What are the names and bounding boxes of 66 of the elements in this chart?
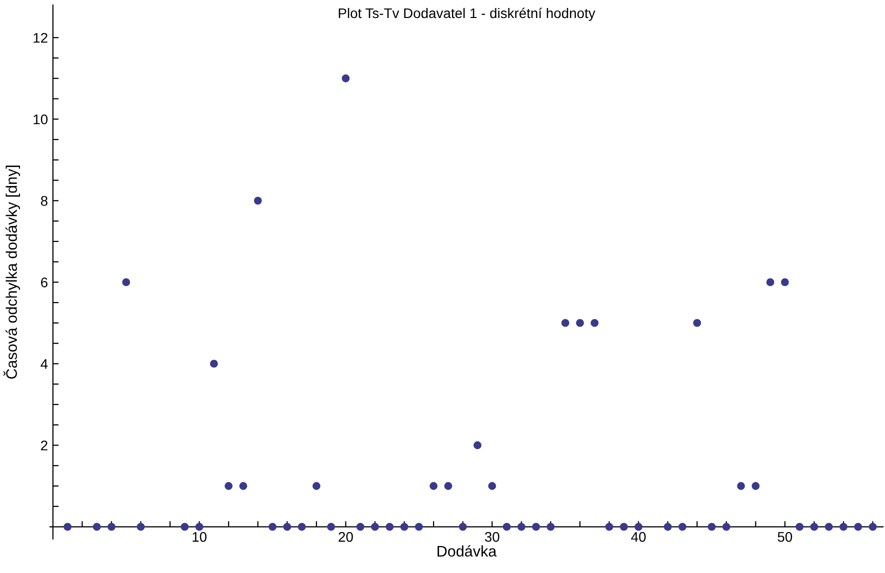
point — [195, 522, 204, 531]
y-tick-label: 8 — [40, 196, 48, 206]
point — [634, 522, 642, 531]
point — [561, 319, 570, 327]
chart-title: Plot Ts-Tv Dodavatel 1 - diskrétní hodnoty — [338, 8, 596, 21]
x-tick-label: 50 — [778, 532, 792, 542]
point — [780, 278, 789, 286]
point — [722, 522, 730, 531]
x-tick-label: 40 — [631, 532, 646, 542]
point — [532, 522, 540, 531]
point — [283, 522, 292, 531]
point — [678, 522, 686, 531]
point — [752, 482, 760, 490]
point — [108, 522, 116, 531]
point — [737, 482, 745, 490]
point — [458, 522, 467, 531]
point — [576, 319, 584, 327]
point — [430, 482, 438, 490]
point — [64, 522, 72, 531]
point — [327, 522, 336, 531]
point — [620, 522, 628, 531]
x-tick-label: 10 — [192, 532, 207, 542]
point — [708, 522, 716, 531]
x-tick-label: 30 — [484, 532, 500, 542]
x-axis-title: Dodávka — [438, 545, 497, 557]
point — [224, 482, 233, 490]
point — [356, 522, 364, 531]
point — [810, 522, 818, 531]
point — [605, 522, 614, 531]
point — [502, 522, 511, 531]
point — [854, 522, 862, 531]
point — [824, 522, 833, 531]
y-tick-label: 2 — [41, 440, 48, 450]
point — [342, 74, 350, 82]
point — [590, 319, 599, 327]
point — [210, 360, 218, 368]
point — [298, 522, 306, 531]
y-tick-label: 12 — [34, 32, 48, 43]
point — [796, 522, 804, 531]
point — [268, 522, 276, 531]
point — [122, 278, 130, 286]
point — [400, 522, 408, 531]
point — [488, 482, 496, 490]
point — [414, 522, 423, 531]
y-tick-label: 6 — [41, 278, 48, 288]
point — [444, 482, 452, 490]
point — [517, 522, 526, 531]
point — [766, 278, 774, 286]
point — [239, 482, 248, 490]
point — [546, 522, 555, 531]
point — [312, 482, 320, 490]
point — [254, 196, 262, 205]
y-axis-title: Časová odchylka dodávky [dny] — [3, 166, 20, 379]
point — [92, 522, 101, 531]
y-tick-label: 4 — [40, 359, 48, 369]
point — [136, 522, 145, 531]
point — [693, 319, 702, 327]
point — [180, 522, 189, 531]
point — [371, 522, 379, 531]
y-tick-label: 10 — [34, 114, 48, 124]
point — [664, 522, 672, 531]
point — [474, 441, 482, 450]
point — [386, 522, 394, 531]
x-tick-label: 20 — [338, 532, 353, 542]
point — [840, 522, 848, 531]
point — [868, 522, 877, 531]
